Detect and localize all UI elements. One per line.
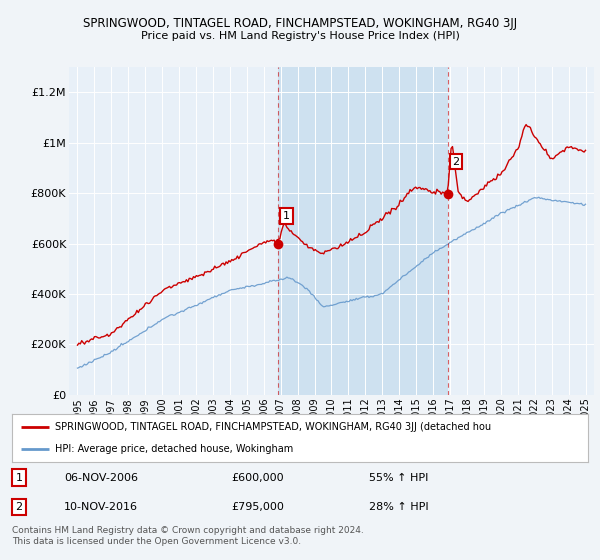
Text: 1: 1 — [283, 211, 290, 221]
Text: SPRINGWOOD, TINTAGEL ROAD, FINCHAMPSTEAD, WOKINGHAM, RG40 3JJ: SPRINGWOOD, TINTAGEL ROAD, FINCHAMPSTEAD… — [83, 17, 517, 30]
Text: £795,000: £795,000 — [231, 502, 284, 512]
Text: HPI: Average price, detached house, Wokingham: HPI: Average price, detached house, Woki… — [55, 444, 293, 454]
Text: 55% ↑ HPI: 55% ↑ HPI — [369, 473, 428, 483]
Text: £600,000: £600,000 — [231, 473, 284, 483]
Text: 1: 1 — [16, 473, 22, 483]
Text: Price paid vs. HM Land Registry's House Price Index (HPI): Price paid vs. HM Land Registry's House … — [140, 31, 460, 41]
Text: 06-NOV-2006: 06-NOV-2006 — [64, 473, 138, 483]
Text: SPRINGWOOD, TINTAGEL ROAD, FINCHAMPSTEAD, WOKINGHAM, RG40 3JJ (detached hou: SPRINGWOOD, TINTAGEL ROAD, FINCHAMPSTEAD… — [55, 422, 491, 432]
Bar — [278, 67, 448, 395]
Text: 10-NOV-2016: 10-NOV-2016 — [64, 502, 138, 512]
Text: 28% ↑ HPI: 28% ↑ HPI — [369, 502, 429, 512]
Text: Contains HM Land Registry data © Crown copyright and database right 2024.
This d: Contains HM Land Registry data © Crown c… — [12, 526, 364, 546]
Text: 2: 2 — [452, 157, 460, 167]
Text: 2: 2 — [16, 502, 22, 512]
